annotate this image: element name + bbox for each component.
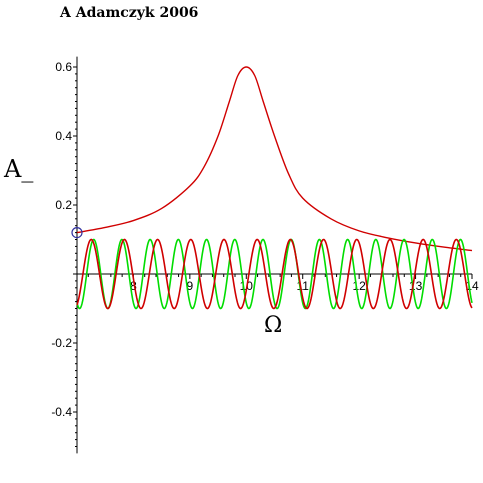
y-tick-label: 0.4 [55, 129, 72, 143]
axes: -0.4-0.20.20.40.68 9 10 11 12 13 14 [51, 56, 479, 454]
x-axis-label: Ω [264, 313, 282, 338]
chart-title: A Adamczyk 2006 [59, 5, 198, 21]
series-layer [71, 66, 473, 310]
y-tick-label: -0.4 [51, 405, 72, 419]
x-tick-label: 9 [187, 279, 194, 293]
series-resonance-curve [76, 66, 473, 252]
y-tick-label: 0.6 [55, 60, 72, 74]
x-tick-label: 12 [352, 279, 366, 293]
start-marker [71, 227, 83, 239]
x-tick-label: 8 [130, 279, 137, 293]
x-tick-label: 13 [409, 279, 423, 293]
y-axis-label: A_ [3, 155, 33, 183]
series-red-oscillation [76, 238, 473, 310]
y-tick-label: 0.2 [55, 198, 72, 212]
y-tick-label: -0.2 [51, 336, 72, 350]
series-green-oscillation [76, 238, 473, 310]
